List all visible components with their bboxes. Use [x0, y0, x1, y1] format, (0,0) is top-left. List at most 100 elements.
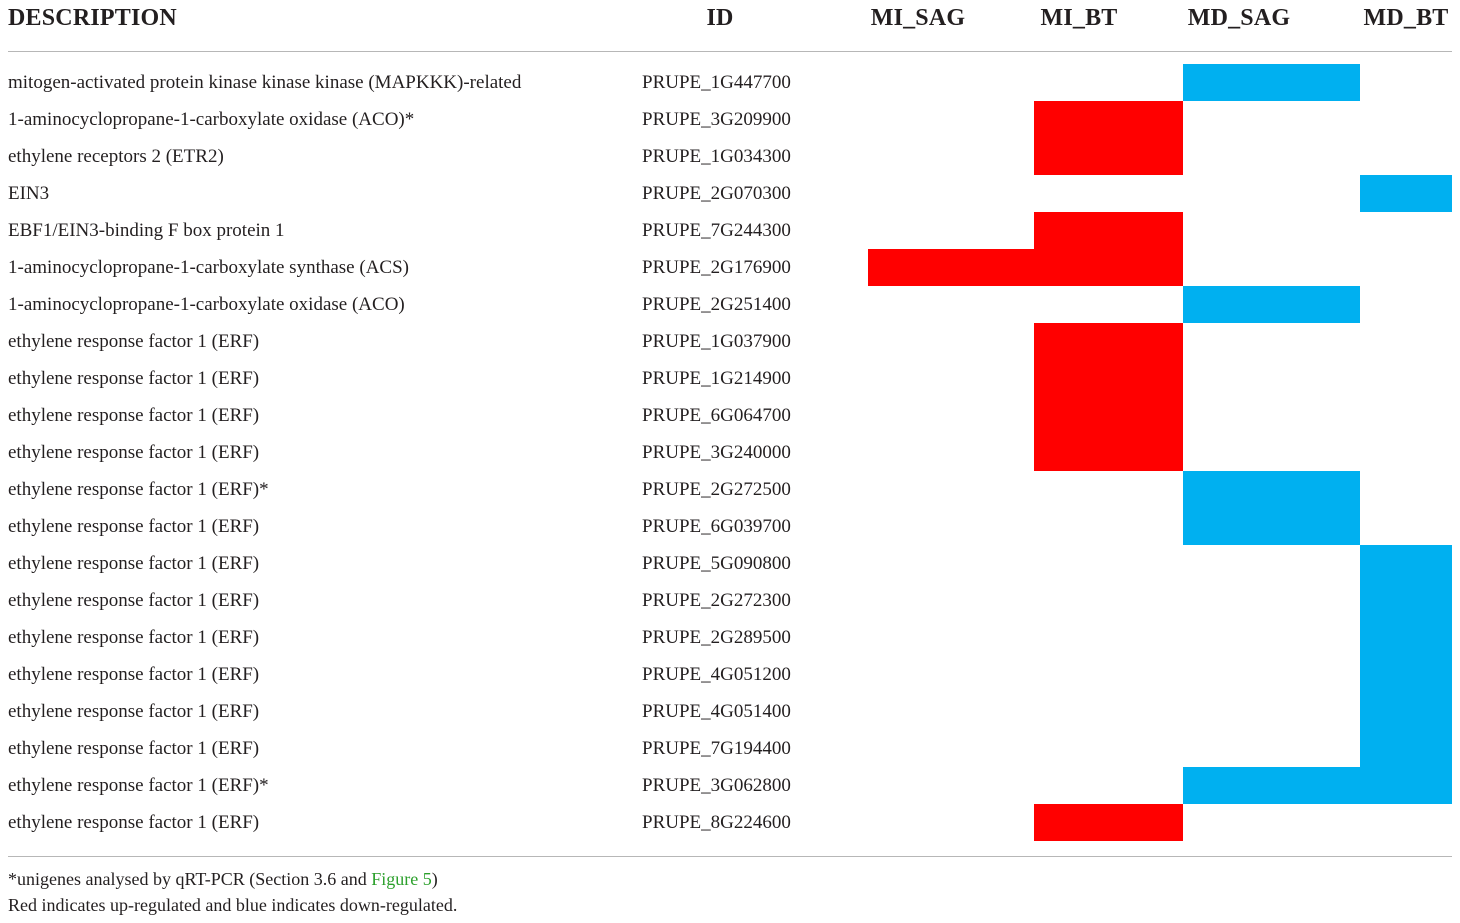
footnote-qrtpcr-close: ) [431, 869, 438, 889]
cell-mi-bt-up [1034, 101, 1183, 138]
gene-id: PRUPE_6G064700 [642, 405, 791, 426]
cell-md-bt-empty [1360, 397, 1452, 434]
table-row: ethylene receptors 2 (ETR2) PRUPE_1G03430… [0, 138, 1460, 175]
cell-mi-sag-empty [868, 730, 1034, 767]
cell-mi-bt-empty [1034, 582, 1183, 619]
table-row: ethylene response factor 1 (ERF) PRUPE_5G… [0, 545, 1460, 582]
table-row: 1-aminocyclopropane-1-carboxylate oxidas… [0, 101, 1460, 138]
cell-md-sag-empty [1183, 434, 1360, 471]
cell-mi-sag-empty [868, 656, 1034, 693]
gene-description: 1-aminocyclopropane-1-carboxylate oxidas… [8, 109, 415, 130]
gene-id: PRUPE_2G251400 [642, 294, 791, 315]
table-row: ethylene response factor 1 (ERF) PRUPE_4G… [0, 656, 1460, 693]
gene-description: ethylene response factor 1 (ERF) [8, 516, 260, 537]
cell-mi-bt-up [1034, 138, 1183, 175]
cell-md-bt-empty [1360, 64, 1452, 101]
gene-id: PRUPE_3G209900 [642, 109, 791, 130]
gene-description: ethylene response factor 1 (ERF)* [8, 775, 269, 796]
gene-id: PRUPE_2G289500 [642, 627, 791, 648]
cell-md-bt-down [1360, 175, 1452, 212]
gene-id: PRUPE_5G090800 [642, 553, 791, 574]
cell-md-sag-empty [1183, 582, 1360, 619]
cell-md-bt-empty [1360, 212, 1452, 249]
cell-md-bt-empty [1360, 471, 1452, 508]
cell-md-sag-empty [1183, 212, 1360, 249]
cell-mi-sag-empty [868, 212, 1034, 249]
gene-id: PRUPE_2G272300 [642, 590, 791, 611]
gene-description: mitogen-activated protein kinase kinase … [8, 72, 522, 93]
cell-mi-bt-empty [1034, 767, 1183, 804]
cell-md-bt-down [1360, 767, 1452, 804]
gene-id: PRUPE_3G062800 [642, 775, 791, 796]
cell-md-sag-down [1183, 64, 1360, 101]
cell-mi-bt-up [1034, 249, 1183, 286]
table-row: ethylene response factor 1 (ERF)* PRUPE_3… [0, 767, 1460, 804]
cell-md-sag-empty [1183, 138, 1360, 175]
footnote-qrtpcr: *unigenes analysed by qRT-PCR (Section 3… [8, 866, 438, 892]
cell-mi-bt-up [1034, 360, 1183, 397]
gene-description: ethylene response factor 1 (ERF) [8, 553, 260, 574]
cell-mi-sag-empty [868, 619, 1034, 656]
gene-description: ethylene response factor 1 (ERF) [8, 442, 260, 463]
cell-mi-sag-empty [868, 434, 1034, 471]
cell-md-bt-empty [1360, 101, 1452, 138]
cell-md-bt-down [1360, 656, 1452, 693]
gene-description: ethylene response factor 1 (ERF)* [8, 479, 269, 500]
cell-md-sag-empty [1183, 656, 1360, 693]
gene-description: 1-aminocyclopropane-1-carboxylate syntha… [8, 257, 409, 278]
cell-md-sag-empty [1183, 545, 1360, 582]
figure-5-link[interactable]: Figure 5 [371, 869, 432, 889]
table-row: ethylene response factor 1 (ERF) PRUPE_8G… [0, 804, 1460, 841]
gene-id: PRUPE_2G070300 [642, 183, 791, 204]
gene-description: EBF1/EIN3-binding F box protein 1 [8, 220, 285, 241]
cell-md-bt-empty [1360, 508, 1452, 545]
cell-md-sag-down [1183, 767, 1360, 804]
cell-md-sag-empty [1183, 249, 1360, 286]
cell-md-bt-down [1360, 619, 1452, 656]
table-row: ethylene response factor 1 (ERF) PRUPE_1G… [0, 323, 1460, 360]
table-row: 1-aminocyclopropane-1-carboxylate syntha… [0, 249, 1460, 286]
cell-mi-bt-up [1034, 212, 1183, 249]
cell-mi-bt-empty [1034, 693, 1183, 730]
cell-md-sag-empty [1183, 693, 1360, 730]
gene-id: PRUPE_6G039700 [642, 516, 791, 537]
header-mi-sag: MI_SAG [870, 5, 966, 31]
cell-mi-bt-up [1034, 397, 1183, 434]
cell-mi-sag-empty [868, 471, 1034, 508]
footer-divider [8, 856, 1452, 857]
table-row: 1-aminocyclopropane-1-carboxylate oxidas… [0, 286, 1460, 323]
cell-md-sag-empty [1183, 397, 1360, 434]
cell-mi-sag-empty [868, 323, 1034, 360]
table-row: ethylene response factor 1 (ERF) PRUPE_3G… [0, 434, 1460, 471]
cell-mi-sag-empty [868, 508, 1034, 545]
cell-md-bt-empty [1360, 434, 1452, 471]
cell-mi-sag-empty [868, 175, 1034, 212]
gene-description: ethylene response factor 1 (ERF) [8, 405, 260, 426]
gene-id: PRUPE_4G051400 [642, 701, 791, 722]
gene-id: PRUPE_1G034300 [642, 146, 791, 167]
gene-description: 1-aminocyclopropane-1-carboxylate oxidas… [8, 294, 405, 315]
cell-mi-bt-empty [1034, 730, 1183, 767]
cell-mi-sag-up [868, 249, 1034, 286]
cell-mi-bt-empty [1034, 619, 1183, 656]
cell-md-bt-down [1360, 582, 1452, 619]
cell-mi-bt-empty [1034, 64, 1183, 101]
gene-id: PRUPE_2G176900 [642, 257, 791, 278]
gene-id: PRUPE_8G224600 [642, 812, 791, 833]
cell-mi-sag-empty [868, 138, 1034, 175]
gene-description: ethylene response factor 1 (ERF) [8, 701, 260, 722]
gene-description: ethylene response factor 1 (ERF) [8, 812, 260, 833]
cell-mi-bt-empty [1034, 471, 1183, 508]
table-row: ethylene response factor 1 (ERF)* PRUPE_2… [0, 471, 1460, 508]
cell-mi-sag-empty [868, 545, 1034, 582]
gene-id: PRUPE_4G051200 [642, 664, 791, 685]
cell-md-sag-down [1183, 286, 1360, 323]
gene-description: ethylene response factor 1 (ERF) [8, 664, 260, 685]
table-row: EIN3 PRUPE_2G070300 [0, 175, 1460, 212]
cell-md-sag-empty [1183, 175, 1360, 212]
header-description: DESCRIPTION [8, 5, 177, 31]
cell-mi-bt-up [1034, 804, 1183, 841]
header-id: ID [706, 5, 734, 31]
gene-id: PRUPE_7G194400 [642, 738, 791, 759]
